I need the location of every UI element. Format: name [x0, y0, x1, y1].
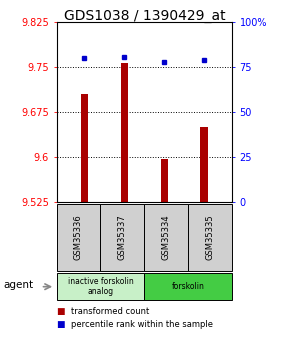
- Text: GDS1038 / 1390429_at: GDS1038 / 1390429_at: [64, 9, 226, 23]
- Text: percentile rank within the sample: percentile rank within the sample: [71, 321, 213, 329]
- Text: GSM35335: GSM35335: [206, 215, 215, 260]
- Text: GSM35337: GSM35337: [118, 215, 127, 260]
- Text: inactive forskolin
analog: inactive forskolin analog: [68, 277, 133, 296]
- Bar: [121, 63, 128, 202]
- Bar: [200, 127, 208, 202]
- Text: ■: ■: [57, 321, 65, 329]
- Bar: [81, 93, 88, 202]
- Text: ■: ■: [57, 307, 65, 316]
- Text: agent: agent: [3, 280, 33, 290]
- Bar: [161, 159, 168, 202]
- Text: GSM35336: GSM35336: [74, 215, 83, 260]
- Text: transformed count: transformed count: [71, 307, 149, 316]
- Text: GSM35334: GSM35334: [162, 215, 171, 260]
- Text: forskolin: forskolin: [172, 282, 204, 291]
